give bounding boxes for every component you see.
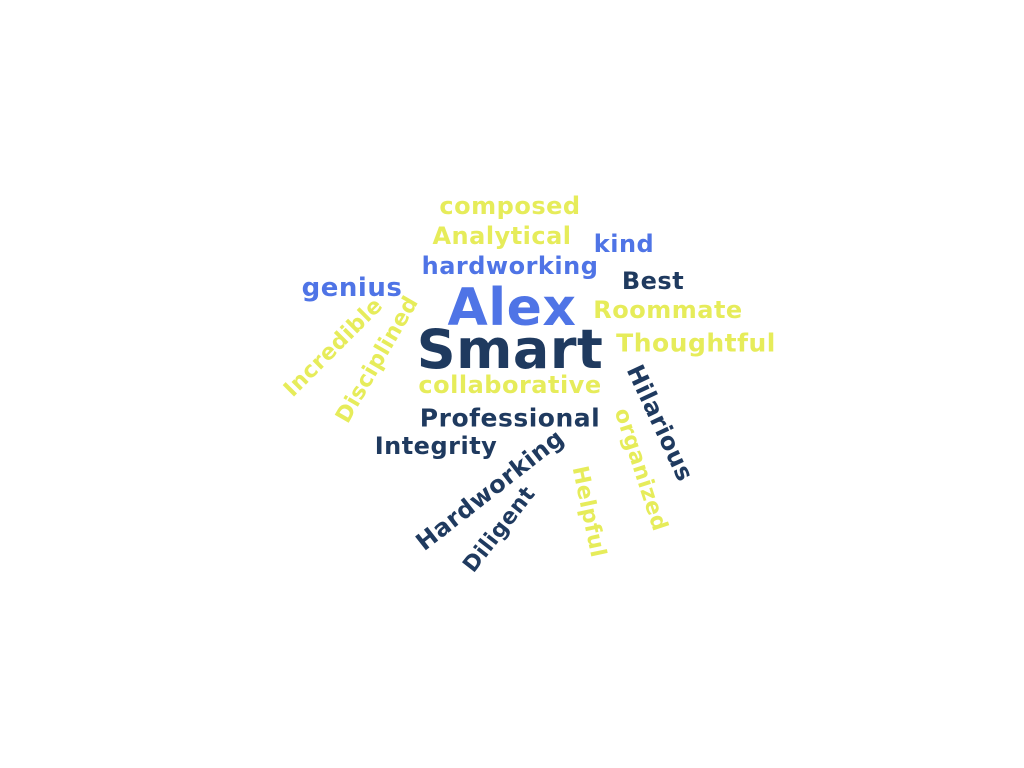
- word-smart: Smart: [416, 318, 604, 381]
- word-best: Best: [621, 267, 685, 295]
- word-alex: Alex: [447, 278, 577, 338]
- word-thoughtful: Thoughtful: [616, 328, 776, 358]
- word-collaborative: collaborative: [418, 371, 602, 399]
- word-integrity: Integrity: [374, 432, 498, 460]
- word-roommate: Roommate: [593, 296, 743, 324]
- word-kind: kind: [593, 230, 655, 258]
- word-helpful: Helpful: [566, 463, 611, 560]
- word-genius: genius: [301, 273, 403, 303]
- word-professional: Professional: [419, 403, 601, 433]
- word-analytical: Analytical: [432, 222, 572, 250]
- word-hardworking: hardworking: [421, 252, 599, 280]
- word-composed: composed: [439, 192, 581, 220]
